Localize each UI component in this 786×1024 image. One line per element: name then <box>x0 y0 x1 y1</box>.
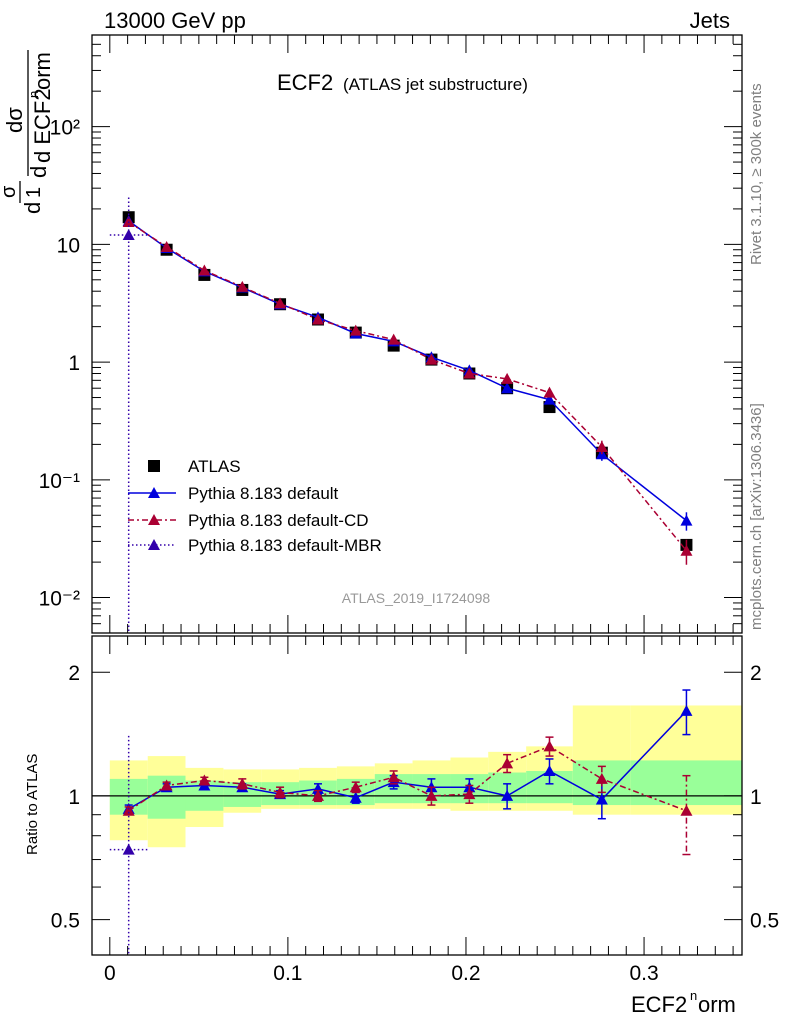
series-marker <box>680 544 693 556</box>
legend-label-default-cd: Pythia 8.183 default-CD <box>188 511 369 530</box>
x-tick-label: 0.2 <box>451 962 480 985</box>
svg-text:n: n <box>690 988 697 1003</box>
series-line <box>128 220 687 522</box>
ratio-marker <box>595 793 608 805</box>
x-tick-label: 0 <box>104 962 116 985</box>
panel-frames <box>91 34 743 956</box>
series-marker <box>274 297 287 309</box>
main-y-tick-label: 1 <box>68 352 80 375</box>
ratio-marker <box>349 791 362 803</box>
ratio-marker <box>349 781 362 793</box>
main-y-axis-label: d 1 σ d dσ d ECF2 n orm <box>0 50 55 214</box>
ratio-y-tick-label-right: 0.5 <box>750 910 779 933</box>
legend-label-default-mbr: Pythia 8.183 default-MBR <box>188 536 382 555</box>
svg-text:dσ: dσ <box>2 107 27 133</box>
main-series-3 <box>109 197 148 633</box>
series-marker <box>311 313 324 325</box>
svg-text:orm: orm <box>30 52 55 90</box>
ratio-y-tick-label-right: 2 <box>750 662 762 685</box>
series-marker <box>236 280 249 292</box>
series-marker <box>595 441 608 453</box>
ratio-marker <box>595 772 608 784</box>
series-marker <box>463 367 476 379</box>
svg-text:d ECF2: d ECF2 <box>30 88 55 163</box>
mcplots-label: mcplots.cern.ch [arXiv:1306.3436] <box>748 403 765 630</box>
legend: ATLAS Pythia 8.183 default Pythia 8.183 … <box>128 457 382 555</box>
main-y-tick-label: 10² <box>50 117 80 140</box>
analysis-id-label: ATLAS_2019_I1724098 <box>342 590 491 606</box>
ratio-marker <box>122 843 135 855</box>
svg-text:n: n <box>26 91 41 98</box>
series-marker <box>387 333 400 345</box>
svg-text:orm: orm <box>698 992 736 1017</box>
ratio-marker <box>680 704 693 716</box>
ratio-marker <box>236 777 249 789</box>
main-y-tick-label: 10 <box>57 234 80 257</box>
series-marker <box>122 229 135 241</box>
ratio-marker <box>501 789 514 801</box>
ratio-y-axis-label: Ratio to ATLAS <box>24 754 41 855</box>
ratio-marker <box>543 764 556 776</box>
series-line <box>128 221 688 552</box>
series-marker <box>425 353 438 365</box>
plot-title: ECF2 <box>277 70 333 95</box>
ratio-marker <box>680 804 693 816</box>
series-marker <box>543 393 556 405</box>
header-right-title: Jets <box>690 8 730 33</box>
rivet-version-label: Rivet 3.1.10, ≥ 300k events <box>748 83 765 265</box>
ratio-uncertainty-bands <box>92 705 742 848</box>
x-axis-label: ECF2 n orm <box>631 988 736 1017</box>
svg-text:1: 1 <box>23 187 45 198</box>
ratio-line <box>128 710 687 810</box>
legend-marker-atlas <box>148 460 160 472</box>
main-y-tick-label: 10⁻² <box>39 588 80 611</box>
svg-text:d: d <box>20 202 45 214</box>
ratio-marker <box>160 779 173 791</box>
series-marker <box>680 514 693 526</box>
legend-marker-default <box>148 487 160 498</box>
x-tick-label: 0.1 <box>273 962 302 985</box>
legend-label-default: Pythia 8.183 default <box>188 484 339 503</box>
series-marker <box>501 372 514 384</box>
svg-text:σ: σ <box>0 185 20 198</box>
svg-text:d: d <box>26 166 51 178</box>
ratio-y-tick-label: 1 <box>68 786 80 809</box>
ratio-marker <box>543 740 556 752</box>
main-y-tick-label: 10⁻¹ <box>39 470 80 493</box>
series-marker <box>349 324 362 336</box>
ratio-marker <box>463 788 476 800</box>
legend-label-atlas: ATLAS <box>188 457 241 476</box>
ratio-marker <box>122 804 135 816</box>
x-tick-label: 0.3 <box>629 962 658 985</box>
series-marker <box>543 386 556 398</box>
svg-text:ECF2: ECF2 <box>631 992 687 1017</box>
series-marker <box>198 264 211 276</box>
main-panel-frame <box>91 34 743 634</box>
ratio-series-1 <box>122 736 693 856</box>
ratio-panel-frame <box>91 635 743 956</box>
legend-marker-default-cd <box>148 514 160 525</box>
ratio-marker <box>425 789 438 801</box>
series-marker <box>160 240 173 252</box>
header-left-title: 13000 GeV pp <box>104 8 246 33</box>
ratio-y-tick-label: 0.5 <box>51 910 80 933</box>
plot-subtitle: (ATLAS jet substructure) <box>343 75 528 94</box>
main-series-2 <box>122 215 693 565</box>
ratio-marker <box>311 789 324 801</box>
ratio-y-tick-label: 2 <box>68 662 80 685</box>
ratio-marker <box>198 774 211 786</box>
series-marker <box>122 215 135 227</box>
ratio-line <box>128 745 687 812</box>
ratio-marker <box>387 771 400 783</box>
legend-marker-default-mbr <box>148 539 160 550</box>
ratio-series-2 <box>109 735 148 955</box>
ratio-marker <box>274 786 287 798</box>
ratio-y-tick-label-right: 1 <box>750 786 762 809</box>
ratio-marker <box>501 757 514 769</box>
data-series <box>109 197 693 955</box>
band-inner-bin <box>630 760 742 806</box>
series-marker <box>501 382 514 394</box>
